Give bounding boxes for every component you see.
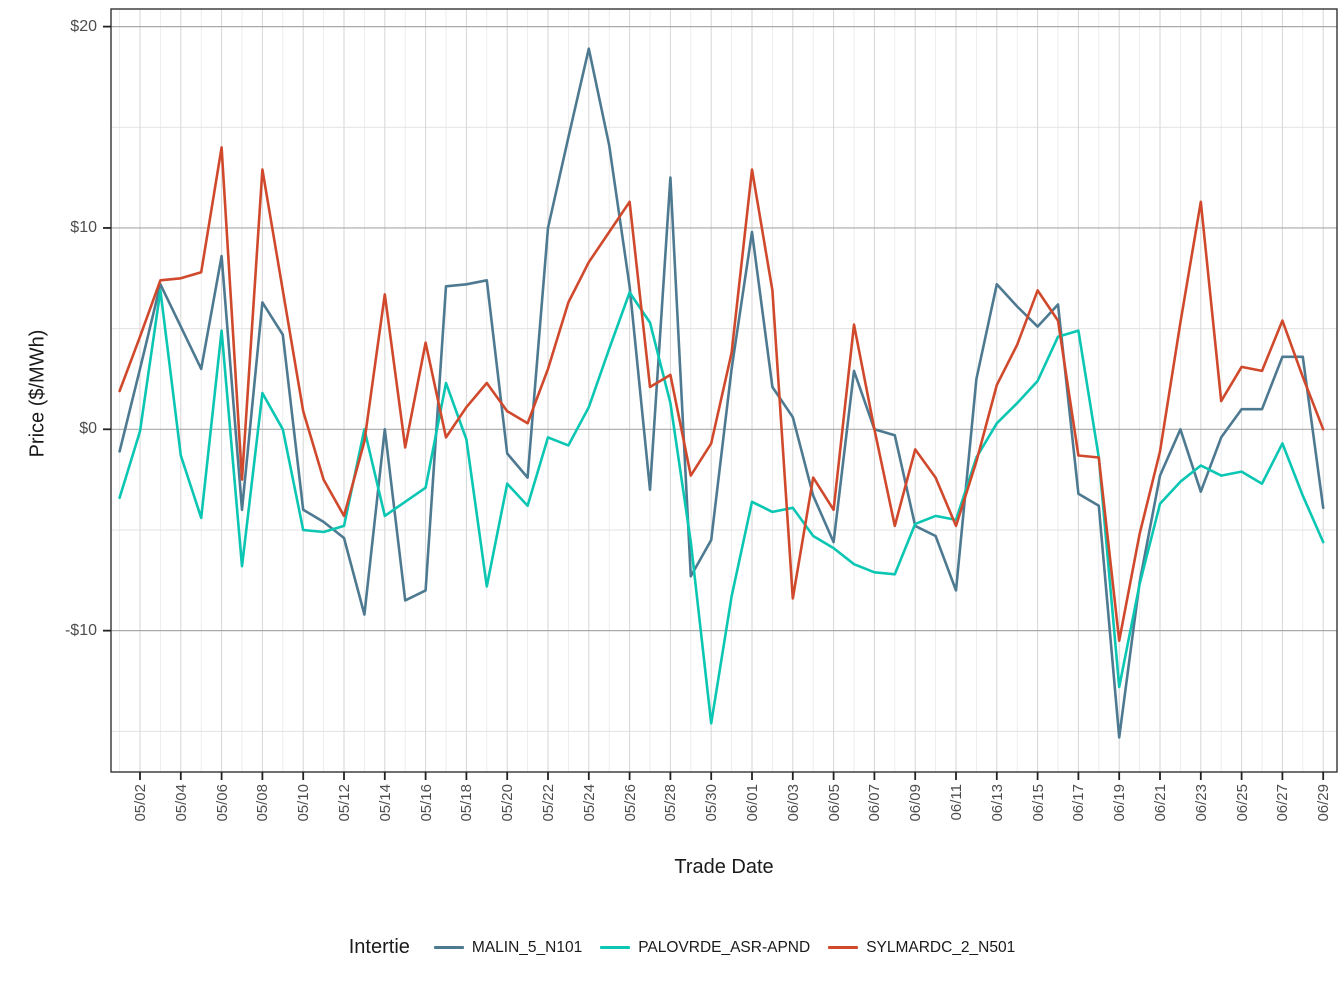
x-tick-label: 06/05	[825, 784, 843, 822]
legend-key-line	[828, 946, 859, 949]
x-tick-label: 06/13	[988, 784, 1006, 822]
x-tick-label: 05/10	[295, 784, 313, 822]
x-tick-label: 06/01	[744, 784, 761, 822]
x-tick-label: 05/16	[417, 784, 435, 822]
legend-item-label: SYLMARDC_2_N501	[866, 938, 1016, 956]
legend-key-line	[600, 946, 631, 949]
x-tick-label: 05/02	[132, 784, 149, 822]
x-tick-label: 06/27	[1274, 784, 1292, 822]
legend-item: SYLMARDC_2_N501	[828, 939, 1015, 957]
y-tick-label: $20	[70, 17, 97, 35]
legend-item-label: PALOVRDE_ASR-APND	[638, 938, 811, 956]
x-tick-label: 05/08	[254, 784, 272, 822]
x-tick-label: 06/09	[907, 784, 925, 822]
x-tick-label: 06/29	[1315, 784, 1333, 822]
legend-item: PALOVRDE_ASR-APND	[600, 939, 810, 957]
x-tick-label: 06/19	[1111, 784, 1129, 822]
x-tick-label: 05/06	[213, 784, 231, 822]
legend-item-label: MALIN_5_N101	[471, 938, 583, 956]
x-tick-label: 06/17	[1070, 784, 1088, 822]
x-tick-label: 06/15	[1029, 784, 1047, 822]
x-tick-label: 06/11	[948, 784, 965, 821]
x-tick-label: 05/22	[540, 784, 557, 822]
legend-key-line	[433, 946, 464, 949]
x-tick-label: 05/20	[499, 784, 517, 822]
legend-title: Intertie	[348, 936, 410, 958]
x-tick-label: 05/24	[580, 784, 598, 822]
y-axis-title: Price ($/MWh)	[26, 329, 49, 458]
x-tick-label: 05/28	[662, 784, 680, 822]
x-tick-label: 06/25	[1233, 784, 1251, 822]
x-tick-label: 05/18	[458, 784, 476, 822]
x-tick-label: 05/12	[336, 784, 353, 822]
x-tick-label: 06/21	[1152, 784, 1169, 822]
x-tick-label: 05/14	[376, 784, 394, 822]
legend-item: MALIN_5_N101	[433, 938, 583, 957]
x-tick-label: 05/30	[703, 784, 721, 822]
x-tick-label: 05/26	[621, 784, 639, 822]
y-tick-label: -$10	[64, 621, 97, 639]
x-tick-label: 06/07	[866, 784, 884, 822]
x-tick-label: 06/03	[784, 784, 802, 822]
x-axis-title: Trade Date	[674, 856, 774, 878]
y-tick-label: $0	[79, 420, 97, 438]
y-tick-label: $10	[70, 218, 97, 236]
x-tick-label: 06/23	[1192, 784, 1210, 822]
x-tick-label: 05/04	[172, 784, 190, 822]
legend: Intertie MALIN_5_N101 PALOVRDE_ASR-APND SY…	[0, 936, 1344, 959]
